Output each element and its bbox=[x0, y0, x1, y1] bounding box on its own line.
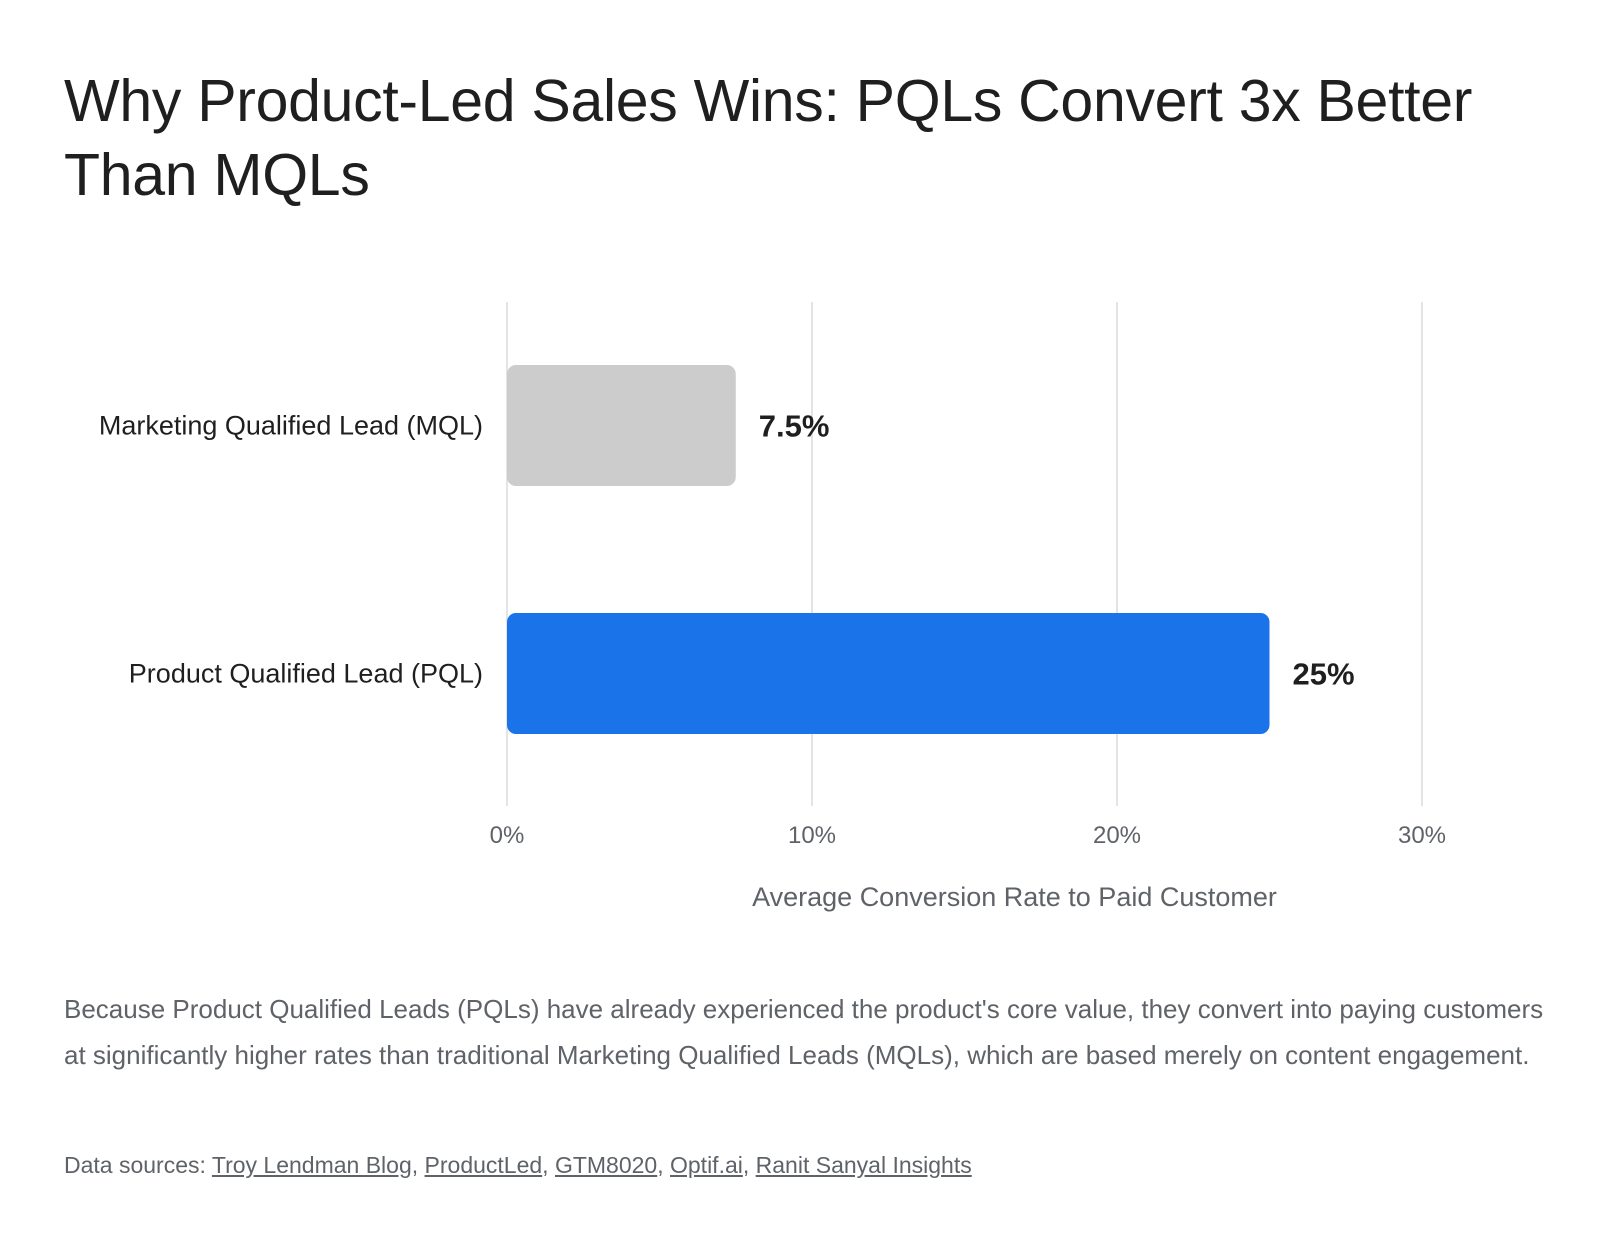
chart-description: Because Product Qualified Leads (PQLs) h… bbox=[64, 994, 1544, 1070]
source-link-gtm8020[interactable]: GTM8020 bbox=[554, 1152, 658, 1178]
data-label: 25% bbox=[1293, 657, 1355, 692]
source-link-troy-lendman[interactable]: Troy Lendman Blog bbox=[211, 1152, 412, 1178]
bars bbox=[507, 365, 1270, 734]
x-tick-label: 10% bbox=[788, 822, 836, 849]
source-separator: , bbox=[657, 1152, 670, 1178]
data-sources: Data sources: Troy Lendman Blog, Product… bbox=[64, 1150, 1544, 1180]
x-tick-label: 30% bbox=[1398, 822, 1446, 849]
source-link-optif-ai[interactable]: Optif.ai bbox=[670, 1152, 743, 1178]
source-link-ranit-sanyal[interactable]: Ranit Sanyal Insights bbox=[755, 1152, 972, 1178]
source-link-productled[interactable]: ProductLed bbox=[424, 1152, 543, 1178]
source-separator: , bbox=[411, 1152, 425, 1178]
x-axis-title: Average Conversion Rate to Paid Customer bbox=[752, 882, 1277, 912]
category-label: Marketing Qualified Lead (MQL) bbox=[99, 411, 483, 441]
x-tick-label: 20% bbox=[1093, 822, 1141, 849]
chart-title: Why Product-Led Sales Wins: PQLs Convert… bbox=[64, 68, 1473, 208]
data-label: 7.5% bbox=[759, 409, 830, 444]
category-label: Product Qualified Lead (PQL) bbox=[129, 659, 483, 689]
data-sources-label: Data sources: bbox=[64, 1152, 212, 1178]
bar bbox=[507, 613, 1270, 734]
bar-chart: 0% 10% 20% 30% Marketing Qualified Lead (MQL… bbox=[99, 302, 1446, 913]
bar bbox=[507, 365, 736, 486]
source-separator: , bbox=[542, 1152, 555, 1178]
source-separator: , bbox=[742, 1152, 756, 1178]
x-tick-label: 0% bbox=[490, 822, 525, 849]
labels: 0% 10% 20% 30% Marketing Qualified Lead (MQL… bbox=[99, 409, 1446, 913]
